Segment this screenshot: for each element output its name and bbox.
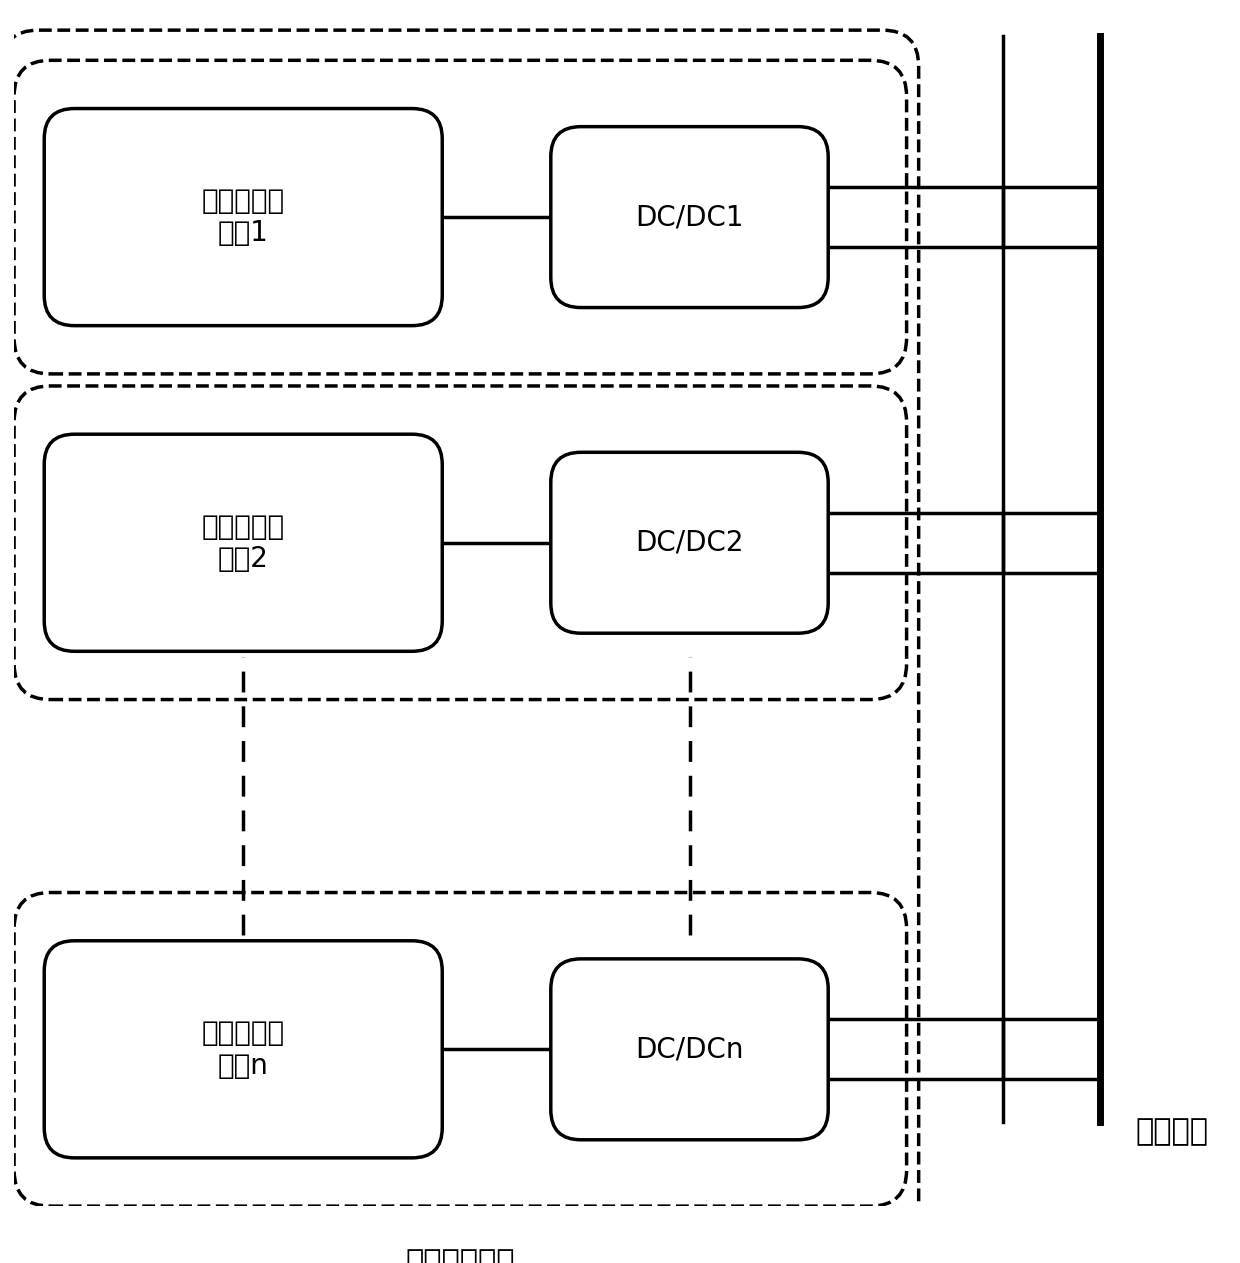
Text: 直流电网: 直流电网 — [1136, 1116, 1209, 1146]
Text: 锂电池储能
模块2: 锂电池储能 模块2 — [202, 513, 285, 573]
Text: 锂电池储能
模块1: 锂电池储能 模块1 — [202, 187, 285, 248]
Text: DC/DCn: DC/DCn — [635, 1036, 744, 1063]
Text: DC/DC1: DC/DC1 — [635, 203, 744, 231]
FancyBboxPatch shape — [45, 941, 443, 1158]
FancyBboxPatch shape — [551, 959, 828, 1139]
Text: DC/DC2: DC/DC2 — [635, 529, 744, 557]
FancyBboxPatch shape — [551, 126, 828, 308]
FancyBboxPatch shape — [45, 434, 443, 652]
FancyBboxPatch shape — [45, 109, 443, 326]
Text: 锂电池储能
模块n: 锂电池储能 模块n — [202, 1019, 285, 1080]
FancyBboxPatch shape — [551, 452, 828, 633]
Text: 直流储能模块: 直流储能模块 — [405, 1248, 515, 1263]
